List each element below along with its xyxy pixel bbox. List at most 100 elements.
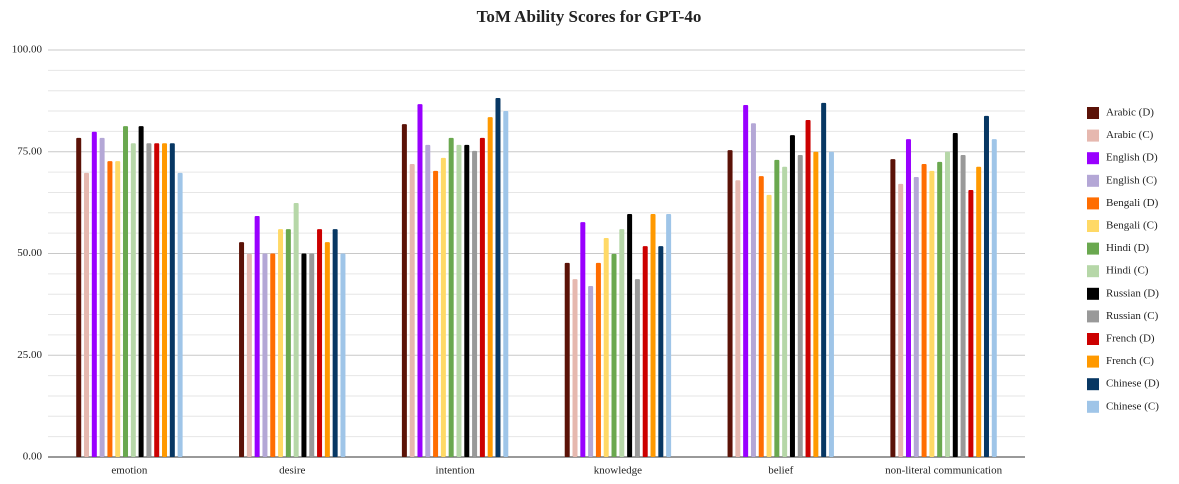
bar	[735, 180, 741, 458]
bar	[107, 161, 113, 457]
y-tick-label: 75.00	[17, 145, 42, 157]
legend-label: Chinese (D)	[1106, 378, 1160, 390]
bar	[603, 238, 609, 457]
bar	[340, 253, 346, 457]
x-tick-label: knowledge	[594, 465, 642, 477]
legend-label: Bengali (D)	[1106, 197, 1159, 209]
bar	[828, 151, 834, 457]
legend-label: English (D)	[1106, 152, 1158, 164]
legend-swatch	[1087, 400, 1099, 413]
legend-swatch	[1087, 287, 1099, 300]
bar	[138, 126, 144, 457]
bar	[177, 172, 183, 457]
bar	[797, 155, 803, 458]
bar	[130, 143, 136, 457]
bar	[324, 242, 330, 457]
bar	[634, 279, 640, 457]
legend-label: Arabic (D)	[1106, 107, 1154, 119]
legend-label: English (C)	[1106, 174, 1157, 186]
bar	[301, 253, 307, 457]
bar	[495, 98, 501, 457]
bar	[317, 229, 323, 457]
bar	[99, 137, 105, 458]
x-tick-label: non-literal communication	[885, 465, 1002, 477]
bar	[952, 133, 958, 457]
x-tick-label: intention	[436, 465, 476, 477]
bar	[968, 190, 974, 457]
bar	[766, 194, 772, 457]
bar	[293, 203, 299, 457]
legend-swatch	[1087, 265, 1099, 278]
bar	[332, 229, 338, 457]
x-tick-label: emotion	[111, 465, 148, 477]
bar	[84, 172, 90, 457]
bar	[898, 183, 904, 457]
bar	[658, 246, 664, 457]
bar	[123, 126, 129, 457]
y-tick-label: 25.00	[17, 349, 42, 361]
bar	[564, 262, 570, 457]
y-tick-label: 100.00	[12, 44, 43, 56]
bar	[750, 123, 756, 457]
bar	[572, 279, 578, 457]
bar	[456, 144, 462, 457]
legend-label: Chinese (C)	[1106, 400, 1159, 412]
bar	[425, 144, 431, 457]
legend-swatch	[1087, 197, 1099, 210]
bar	[666, 214, 672, 457]
bar	[821, 102, 827, 457]
bar	[254, 216, 260, 457]
legend-swatch	[1087, 174, 1099, 187]
legend-swatch	[1087, 107, 1099, 119]
legend-label: French (D)	[1106, 333, 1155, 345]
legend-label: French (C)	[1106, 355, 1154, 367]
legend-swatch	[1087, 242, 1099, 255]
legend-swatch	[1087, 355, 1099, 368]
bar	[262, 253, 268, 457]
legend-label: Hindi (C)	[1106, 265, 1149, 277]
bar	[890, 159, 896, 458]
bar	[805, 120, 811, 457]
legend-label: Bengali (C)	[1106, 220, 1158, 232]
bar	[479, 137, 485, 458]
bar	[727, 150, 733, 457]
bar	[611, 253, 617, 457]
bar	[619, 229, 625, 457]
legend-label: Russian (D)	[1106, 287, 1159, 299]
bar	[789, 135, 795, 458]
bar	[440, 157, 446, 458]
bar	[409, 163, 415, 457]
bar	[146, 143, 152, 457]
bar	[743, 104, 749, 457]
bar	[774, 159, 780, 457]
bar	[309, 253, 315, 457]
bar	[976, 166, 982, 457]
bar	[595, 262, 601, 457]
bar	[905, 139, 911, 457]
legend-label: Arabic (C)	[1106, 129, 1154, 141]
bar	[960, 155, 966, 458]
y-tick-label: 50.00	[17, 247, 42, 259]
bar	[246, 253, 252, 457]
bar	[154, 143, 160, 457]
bar	[782, 166, 788, 457]
bar	[650, 214, 656, 457]
bar	[76, 137, 82, 458]
legend-swatch	[1087, 333, 1099, 345]
bar	[285, 229, 291, 457]
bar	[929, 170, 935, 457]
bar	[464, 144, 470, 457]
bar	[642, 246, 648, 457]
bar	[813, 151, 819, 457]
bar	[270, 253, 276, 457]
bar	[448, 137, 454, 458]
bar	[417, 104, 423, 458]
bar	[991, 139, 997, 457]
bar	[921, 163, 927, 457]
bar	[472, 150, 478, 457]
legend-swatch	[1087, 129, 1099, 142]
bar	[162, 143, 168, 457]
bar	[913, 176, 919, 457]
bar	[487, 117, 493, 457]
bar	[401, 124, 407, 457]
